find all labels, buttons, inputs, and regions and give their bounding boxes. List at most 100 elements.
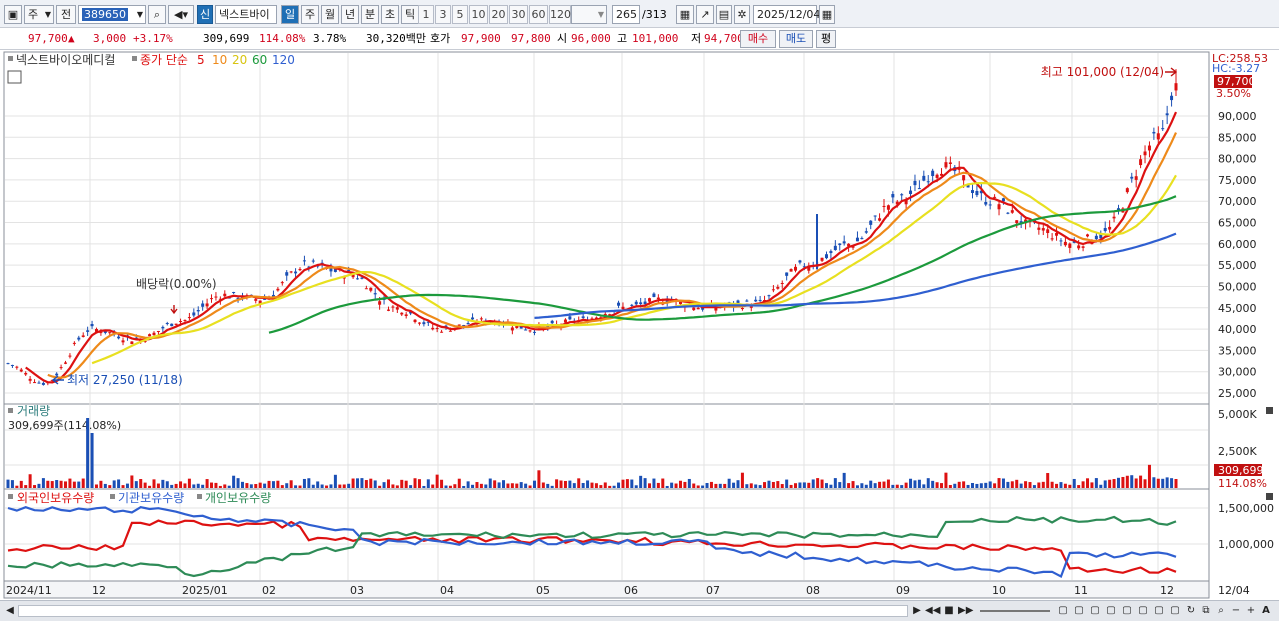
volume-bar: [232, 475, 236, 488]
ma-line-20: [91, 174, 1177, 365]
code-input[interactable]: 389650 ▼: [78, 5, 146, 24]
candle-body: [944, 162, 948, 168]
prev-button[interactable]: 전: [56, 5, 76, 24]
table-icon[interactable]: [7, 70, 22, 84]
layout-icon[interactable]: ▢: [1122, 605, 1132, 616]
period-button[interactable]: 년: [341, 5, 359, 24]
layout-icon[interactable]: ▢: [1138, 605, 1148, 616]
legend-ma10: 10: [212, 53, 227, 67]
stop-icon[interactable]: ■: [944, 605, 954, 616]
volume-bar: [1090, 482, 1094, 488]
legend-ma120: 120: [272, 53, 295, 67]
rewind-icon[interactable]: ◀◀: [925, 605, 941, 616]
refresh-icon[interactable]: ↻: [1186, 605, 1196, 616]
panel-toggle-icon[interactable]: [1266, 493, 1273, 500]
volume-bar: [267, 480, 271, 488]
volume-bar: [608, 485, 612, 488]
period-button[interactable]: 일: [281, 5, 299, 24]
volume-bar: [320, 484, 324, 488]
layout-icon[interactable]: ▢: [1058, 605, 1068, 616]
candle-body: [1050, 238, 1054, 240]
candle-body: [864, 231, 868, 233]
sound-icon[interactable]: ◀▾: [168, 5, 194, 24]
price-tick: 60,000: [1218, 238, 1257, 251]
copy-icon[interactable]: ⧉: [1202, 605, 1210, 616]
zoom-out-icon[interactable]: −: [1231, 605, 1241, 616]
fast-forward-icon[interactable]: ▶▶: [958, 605, 974, 616]
candle-body: [1001, 198, 1005, 202]
search-icon[interactable]: ⌕: [148, 5, 166, 24]
candle-body: [1165, 113, 1169, 116]
stock-name-field[interactable]: 넥스트바이: [215, 5, 277, 24]
interval-button[interactable]: 3: [435, 5, 451, 24]
layout-icon[interactable]: ▢: [1074, 605, 1084, 616]
font-size-icon[interactable]: A: [1262, 605, 1270, 616]
candle-body: [909, 190, 913, 195]
period-button[interactable]: 월: [321, 5, 339, 24]
layout-icon[interactable]: ▢: [1170, 605, 1180, 616]
market-select[interactable]: 주 ▼: [24, 5, 54, 24]
bottom-scrollbar[interactable]: ◀ ▶ ◀◀ ■ ▶▶ ▢ ▢ ▢ ▢ ▢ ▢ ▢ ▢ ↻ ⧉ ⌕ − + A: [0, 600, 1279, 621]
layout-icon[interactable]: ▢: [1106, 605, 1116, 616]
unit-select[interactable]: ▼: [571, 5, 607, 24]
candle-body: [294, 271, 298, 274]
menu-icon[interactable]: ▣: [4, 5, 22, 24]
grid-icon[interactable]: ▦: [676, 5, 694, 24]
zoom-slider[interactable]: [980, 610, 1050, 612]
low-price: 94,700: [704, 32, 744, 45]
volume-bar: [683, 481, 687, 488]
zoom-in-icon[interactable]: +: [1246, 605, 1256, 616]
sell-button[interactable]: 매도: [779, 30, 813, 48]
volume-bar: [1103, 480, 1107, 488]
volume-bar: [519, 482, 523, 488]
holdings-tick: 1,000,000: [1218, 538, 1274, 551]
count-input[interactable]: 265: [612, 5, 640, 24]
layout-icon[interactable]: ▢: [1154, 605, 1164, 616]
volume-bar: [931, 480, 935, 488]
stock-chart[interactable]: 넥스트바이오메디컬 종가 단순 5 10 20 60 120 최고 101,00…: [0, 50, 1279, 600]
line-tool-icon[interactable]: ↗: [696, 5, 714, 24]
period-button[interactable]: 초: [381, 5, 399, 24]
period-button[interactable]: 주: [301, 5, 319, 24]
total-count: /313: [642, 8, 667, 21]
interval-button[interactable]: 60: [529, 5, 548, 24]
scroll-track[interactable]: [18, 605, 908, 617]
period-button[interactable]: 분: [361, 5, 379, 24]
interval-button[interactable]: 1: [418, 5, 434, 24]
date-input[interactable]: 2025/12/04: [753, 5, 820, 24]
interval-button[interactable]: 30: [509, 5, 528, 24]
interval-button[interactable]: 5: [452, 5, 468, 24]
candle-body: [342, 277, 346, 279]
scroll-left-icon[interactable]: ◀: [6, 605, 14, 616]
candle-body: [1068, 243, 1072, 248]
average-button[interactable]: 평: [816, 30, 836, 48]
dividend-annotation: 배당락(0.00%): [136, 277, 217, 291]
interval-button[interactable]: 10: [469, 5, 488, 24]
foreign-holdings-line: [7, 519, 1177, 574]
calendar-icon[interactable]: ▦: [819, 5, 835, 24]
scroll-right-icon[interactable]: ▶: [913, 605, 921, 616]
zoom-icon[interactable]: ⌕: [1218, 605, 1224, 616]
candle-body: [1094, 235, 1098, 240]
volume-bar: [271, 481, 275, 488]
volume-bar: [205, 479, 209, 488]
candle-body: [28, 378, 32, 381]
ma-line-60: [268, 195, 1177, 334]
volume-bar: [117, 479, 121, 488]
interval-button[interactable]: 20: [489, 5, 508, 24]
period-button[interactable]: 틱: [401, 5, 419, 24]
candle-body: [386, 309, 390, 311]
gear-icon[interactable]: ✲: [734, 5, 750, 24]
volume-bar: [1028, 482, 1032, 488]
buy-button[interactable]: 매수: [740, 30, 776, 48]
panel-toggle-icon[interactable]: [1266, 407, 1273, 414]
x-axis-label: 02: [262, 584, 276, 597]
candle-body: [1174, 83, 1178, 91]
save-icon[interactable]: ▤: [716, 5, 732, 24]
interval-button[interactable]: 120: [549, 5, 571, 24]
candle-body: [617, 302, 621, 306]
volume-bar: [462, 485, 466, 488]
layout-icon[interactable]: ▢: [1090, 605, 1100, 616]
volume-bar: [422, 485, 426, 488]
candle-body: [50, 379, 54, 381]
